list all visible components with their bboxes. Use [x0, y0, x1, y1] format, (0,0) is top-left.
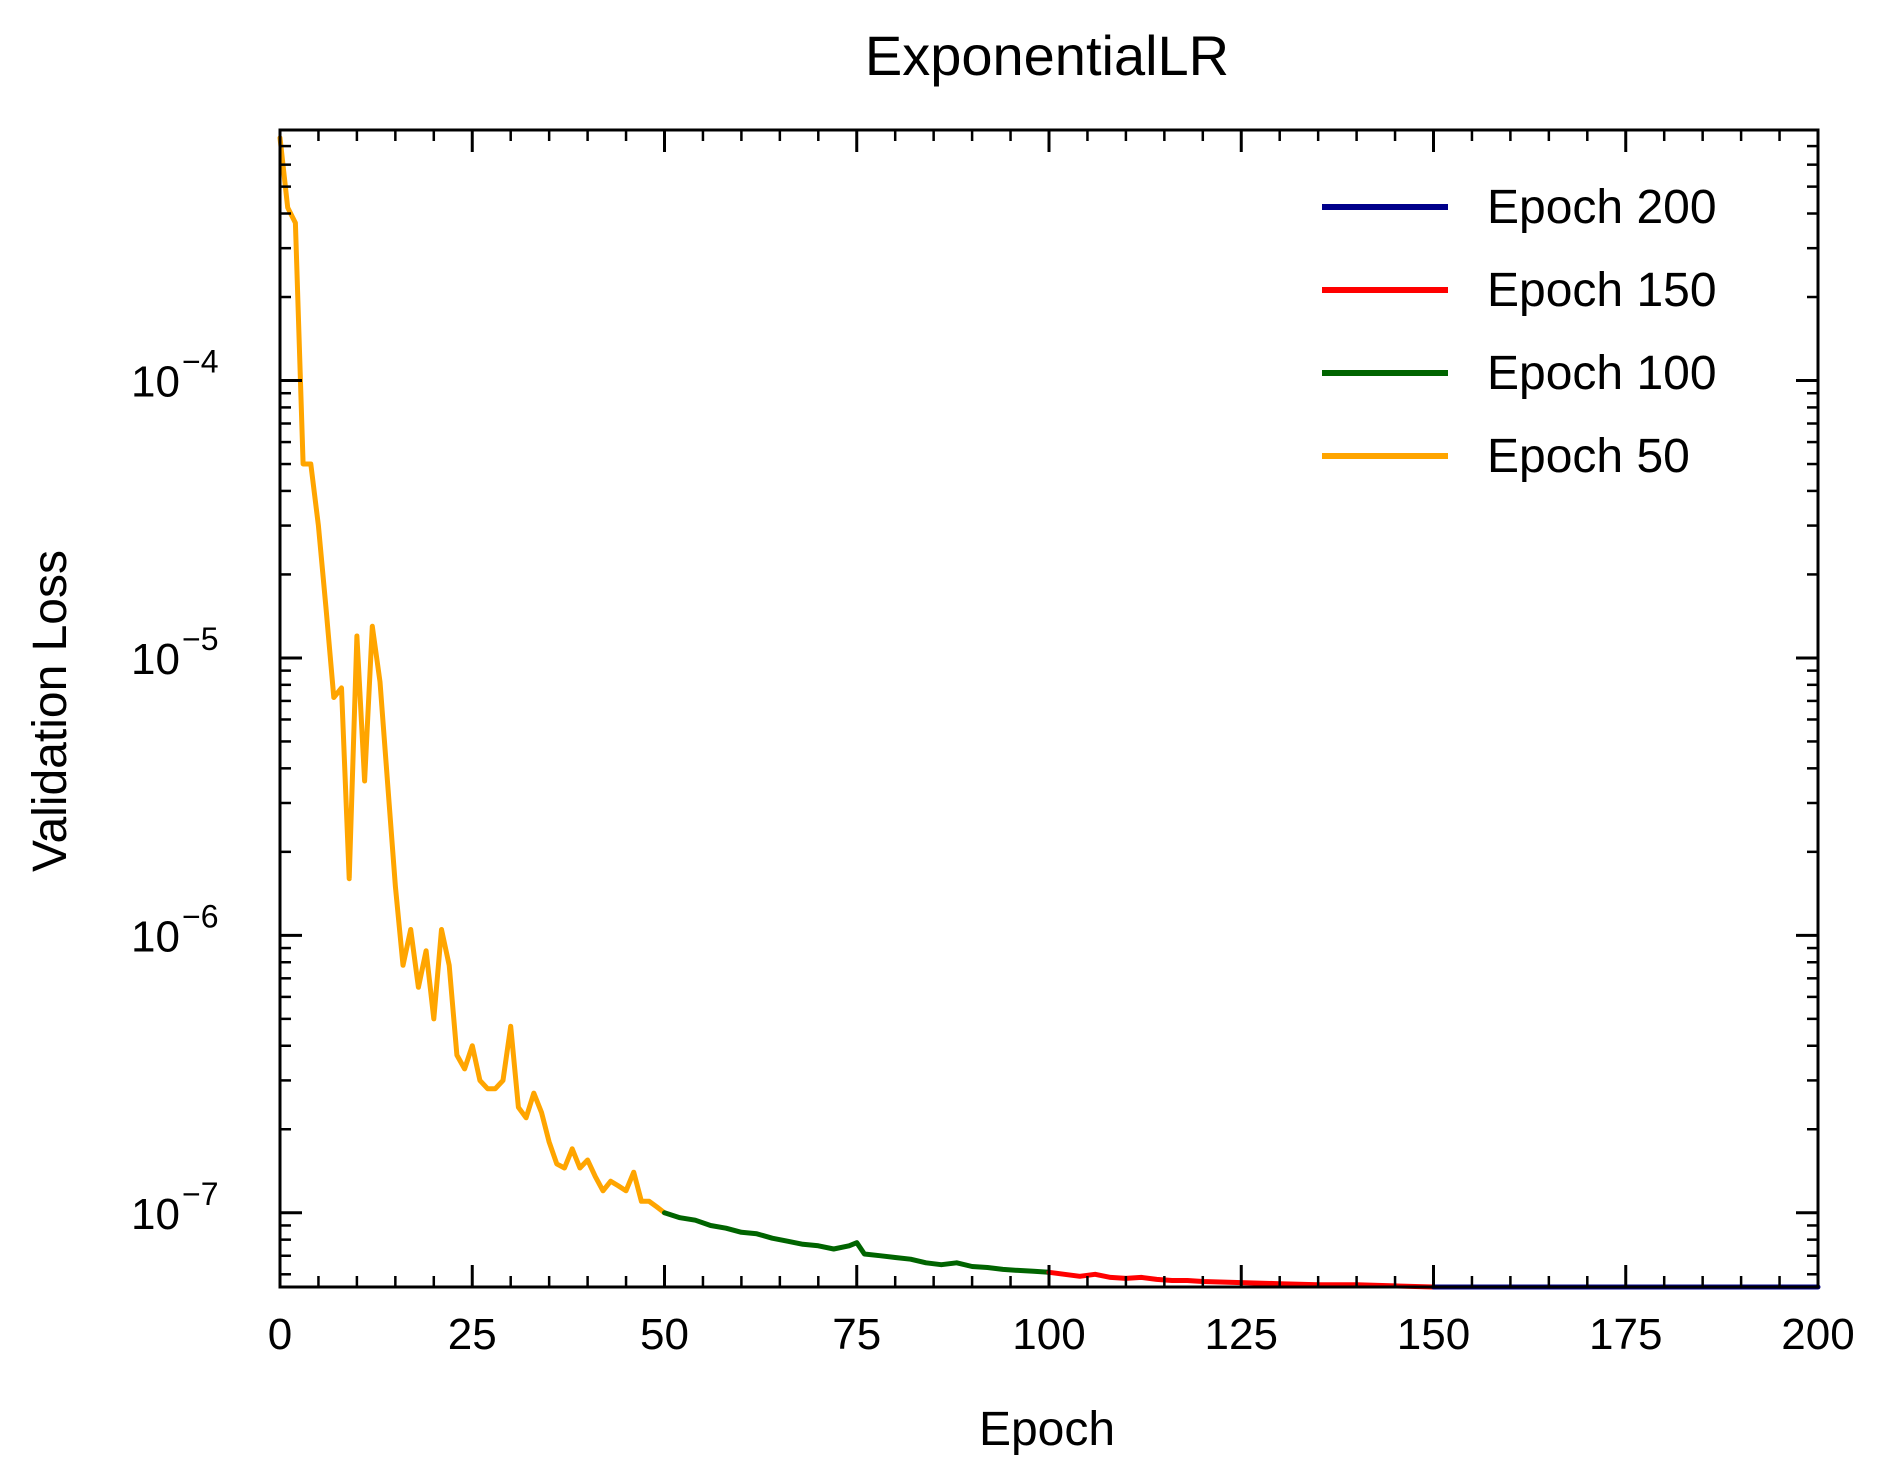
y-tick-base: 10 — [131, 1190, 180, 1239]
y-axis-label: Validation Loss — [24, 550, 77, 872]
y-tick-base: 10 — [131, 912, 180, 961]
y-tick-exponent: −7 — [182, 1176, 218, 1212]
y-tick-exponent: −6 — [182, 898, 218, 934]
x-tick-label: 75 — [832, 1310, 881, 1359]
y-tick-base: 10 — [131, 635, 180, 684]
legend-label: Epoch 150 — [1487, 264, 1717, 317]
y-tick-label: 10 — [131, 358, 180, 407]
x-tick-label: 50 — [640, 1310, 689, 1359]
y-tick-label: 10 — [131, 912, 180, 961]
x-tick-label: 150 — [1397, 1310, 1470, 1359]
y-tick-exponent: −4 — [182, 344, 218, 380]
legend: Epoch 200 Epoch 150 Epoch 100 Epoch 50 — [1322, 181, 1717, 483]
x-tick-label: 0 — [268, 1310, 292, 1359]
x-tick-label: 125 — [1205, 1310, 1278, 1359]
series-line-1 — [1046, 1269, 1436, 1290]
x-tick-label: 175 — [1589, 1310, 1662, 1359]
legend-label: Epoch 200 — [1487, 181, 1717, 234]
y-tick-exponent: −5 — [182, 621, 218, 657]
x-tick-label: 100 — [1012, 1310, 1085, 1359]
x-tick-label: 200 — [1781, 1310, 1854, 1359]
x-axis-label: Epoch — [979, 1403, 1115, 1456]
series-line-3 — [277, 135, 667, 1216]
legend-label: Epoch 100 — [1487, 347, 1717, 400]
x-tick-label: 25 — [448, 1310, 497, 1359]
series-line-2 — [662, 1210, 1052, 1275]
y-tick-label: 10 — [131, 1190, 180, 1239]
chart-title: ExponentialLR — [865, 24, 1229, 87]
legend-label: Epoch 50 — [1487, 430, 1690, 483]
y-tick-base: 10 — [131, 358, 180, 407]
y-tick-label: 10 — [131, 635, 180, 684]
